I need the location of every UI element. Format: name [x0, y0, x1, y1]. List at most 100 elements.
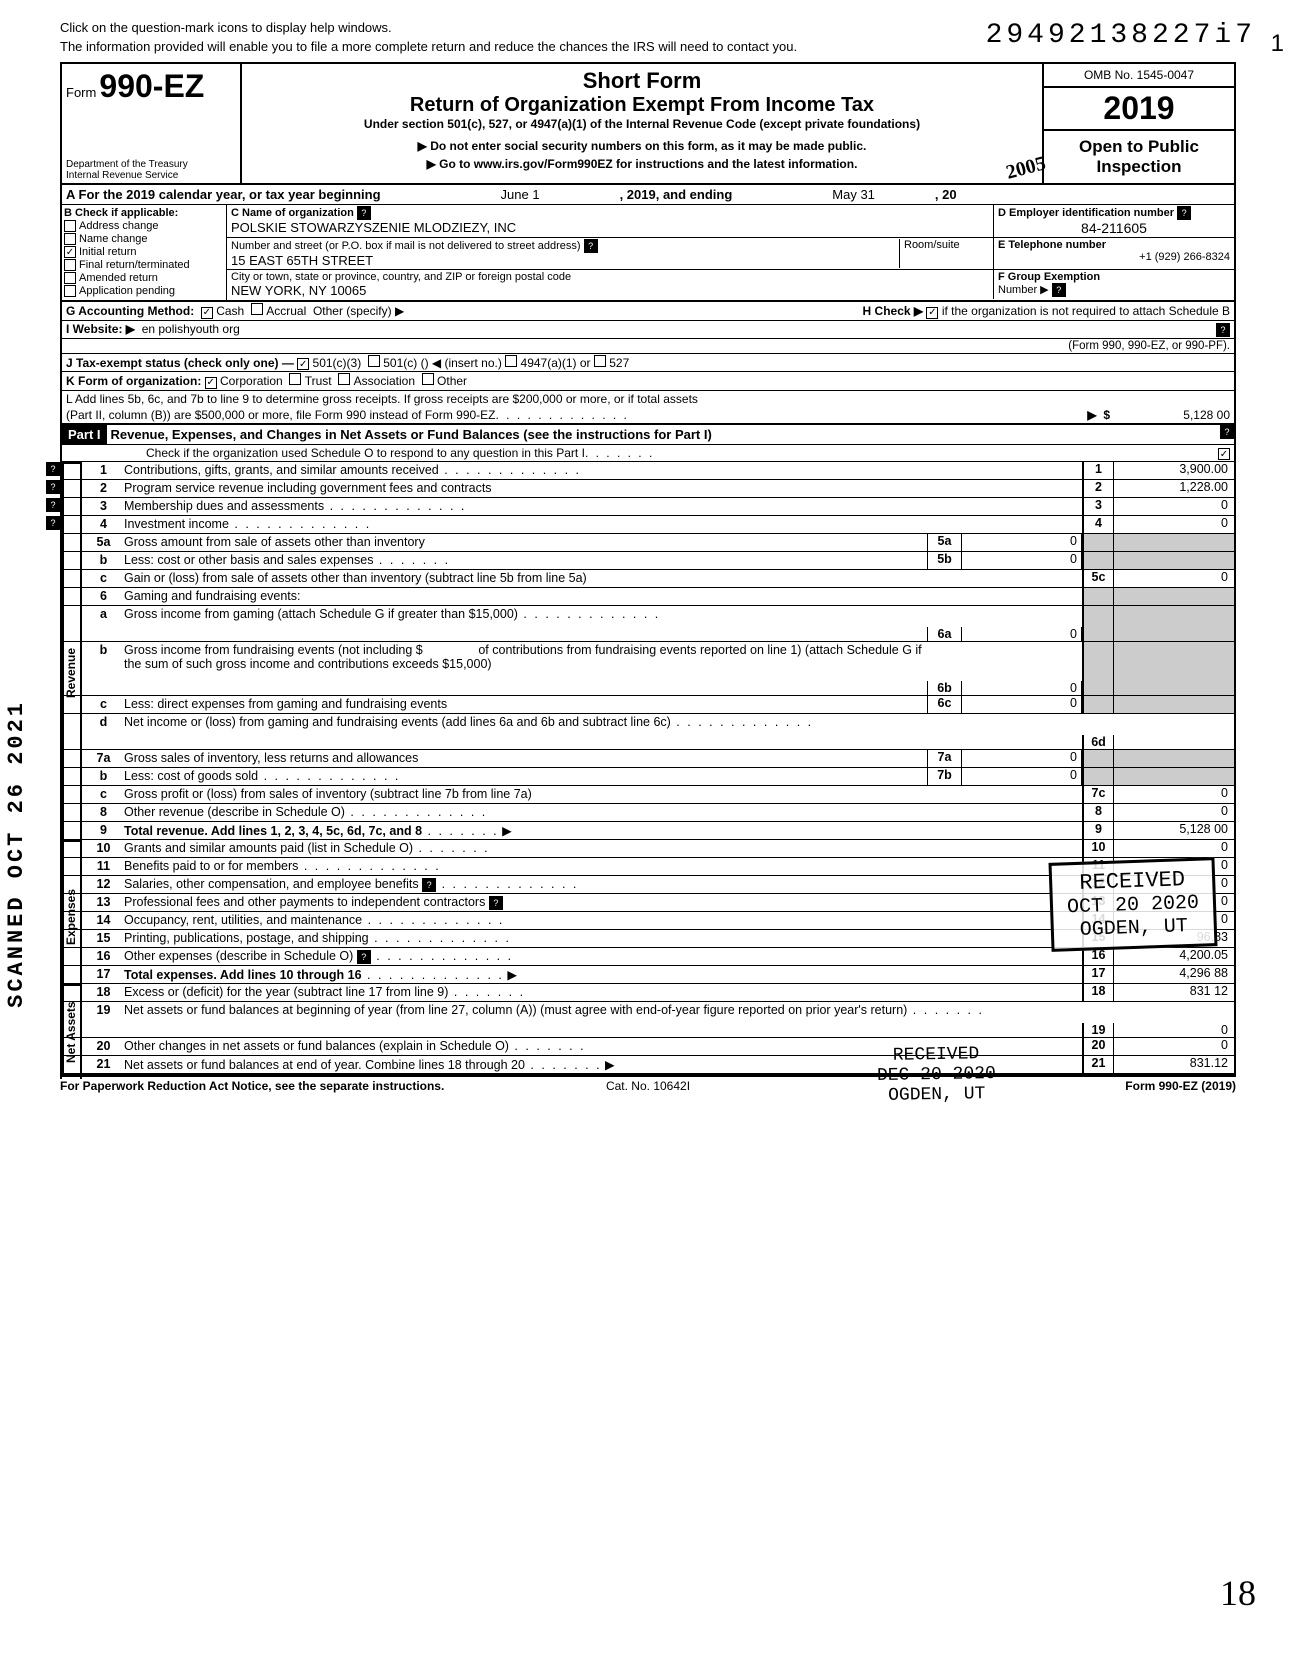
val7b: 0	[962, 768, 1082, 785]
h-text: if the organization is not required to a…	[942, 304, 1230, 318]
received-stamp-2: RECEIVED DEC 20 2020 OGDEN, UT	[877, 1044, 997, 1106]
opt-initial: Initial return	[79, 246, 136, 258]
line-g: G Accounting Method: ✓ Cash Accrual Othe…	[60, 302, 1236, 321]
val19: 0	[1114, 1023, 1234, 1037]
page-number-top: 1	[1271, 30, 1284, 58]
line3: Membership dues and assessments	[124, 499, 324, 513]
other-label: Other (specify) ▶	[313, 304, 404, 318]
line-i: I Website: ▶ en polishyouth org H Check …	[60, 321, 1236, 339]
expenses-sidebar: Expenses	[60, 840, 82, 992]
line6a: Gross income from gaming (attach Schedul…	[124, 607, 518, 621]
line8: Other revenue (describe in Schedule O)	[124, 805, 345, 819]
line-i-sub: (Form 990, 990-EZ, or 990-PF).	[60, 339, 1236, 354]
inspection-label: Inspection	[1046, 157, 1232, 177]
line12: Salaries, other compensation, and employ…	[124, 877, 419, 891]
checkbox-pending[interactable]	[64, 285, 76, 297]
checkbox-527[interactable]	[594, 355, 606, 367]
checkbox-trust[interactable]	[289, 373, 301, 385]
val20: 0	[1114, 1038, 1234, 1055]
f-label: F Group Exemption	[998, 271, 1100, 283]
checkbox-initial-return[interactable]: ✓	[64, 246, 76, 258]
checkbox-schedule-o[interactable]: ✓	[1218, 448, 1230, 460]
ein-value: 84-211605	[1081, 220, 1147, 236]
k-other: Other	[437, 374, 467, 388]
help-icon[interactable]: ?	[1220, 425, 1234, 439]
line21: Net assets or fund balances at end of ye…	[124, 1058, 525, 1072]
dln-number: 29492138227i7	[986, 20, 1256, 51]
opt-pending: Application pending	[79, 285, 175, 297]
line17: Total expenses. Add lines 10 through 16	[124, 968, 362, 982]
help-icon[interactable]: ?	[584, 239, 598, 253]
k-trust: Trust	[305, 374, 332, 388]
line5c: Gain or (loss) from sale of assets other…	[124, 571, 587, 585]
val2: 1,228.00	[1114, 480, 1234, 497]
h-sub: (Form 990, 990-EZ, or 990-PF).	[1068, 340, 1230, 352]
help-icon[interactable]: ?	[1177, 206, 1191, 220]
k-corp: Corporation	[220, 374, 283, 388]
info-grid: B Check if applicable: Address change Na…	[60, 205, 1236, 302]
help-icon[interactable]: ?	[357, 206, 371, 220]
title-return: Return of Organization Exempt From Incom…	[248, 94, 1036, 117]
checkbox-accrual[interactable]	[251, 303, 263, 315]
line7a: Gross sales of inventory, less returns a…	[124, 751, 418, 765]
tax-year: 2019	[1044, 88, 1234, 131]
checkbox-name-change[interactable]	[64, 233, 76, 245]
goto-text: ▶ Go to www.irs.gov/Form990EZ for instru…	[427, 157, 858, 171]
website-value: en polishyouth org	[142, 322, 240, 336]
checkbox-final-return[interactable]	[64, 259, 76, 271]
help-icon[interactable]: ?	[46, 498, 60, 512]
checkbox-4947[interactable]	[505, 355, 517, 367]
checkbox-h[interactable]: ✓	[926, 307, 938, 319]
val7a: 0	[962, 750, 1082, 767]
help-icon[interactable]: ?	[489, 896, 503, 910]
j-label: J Tax-exempt status (check only one) —	[66, 356, 294, 370]
city-label: City or town, state or province, country…	[231, 271, 571, 283]
line6: Gaming and fundraising events:	[124, 589, 301, 603]
checkbox-501c[interactable]	[368, 355, 380, 367]
j-4947: 4947(a)(1) or	[521, 356, 591, 370]
val6a: 0	[962, 627, 1082, 641]
val10: 0	[1114, 840, 1234, 857]
help-icon[interactable]: ?	[1216, 323, 1230, 337]
line11: Benefits paid to or for members	[124, 859, 298, 873]
line20: Other changes in net assets or fund bala…	[124, 1039, 509, 1053]
help-icon[interactable]: ?	[1052, 283, 1066, 297]
help-icon[interactable]: ?	[46, 462, 60, 476]
checkbox-amended[interactable]	[64, 272, 76, 284]
cash-label: Cash	[216, 304, 244, 318]
opt-address: Address change	[79, 220, 159, 232]
open-label: Open to Public	[1046, 137, 1232, 157]
val16: 4,200.05	[1114, 948, 1234, 965]
checkbox-cash[interactable]: ✓	[201, 307, 213, 319]
line6d: Net income or (loss) from gaming and fun…	[124, 715, 671, 729]
open-public: Open to Public Inspection	[1044, 131, 1234, 183]
warning-ssn: ▶ Do not enter social security numbers o…	[248, 139, 1036, 153]
l-text2: (Part II, column (B)) are $500,000 or mo…	[66, 408, 496, 422]
checkbox-address-change[interactable]	[64, 220, 76, 232]
line-l1: L Add lines 5b, 6c, and 7b to line 9 to …	[60, 391, 1236, 407]
opt-final: Final return/terminated	[79, 259, 190, 271]
help-icon[interactable]: ?	[46, 480, 60, 494]
line18: Excess or (deficit) for the year (subtra…	[124, 985, 448, 999]
k-assoc: Association	[354, 374, 415, 388]
j-501c: 501(c) (	[383, 356, 424, 370]
i-label: I Website: ▶	[66, 322, 135, 336]
handwritten-2005: 2005	[1004, 152, 1049, 185]
line14: Occupancy, rent, utilities, and maintena…	[124, 913, 362, 927]
netassets-sidebar: Net Assets	[60, 984, 82, 1079]
stamp2-date: DEC 20 2020	[877, 1064, 996, 1086]
checkbox-corp[interactable]: ✓	[205, 377, 217, 389]
val5b: 0	[962, 552, 1082, 569]
help-icon[interactable]: ?	[422, 878, 436, 892]
stamp1-loc: OGDEN, UT	[1067, 915, 1200, 943]
form-header: Form 990-EZ Department of the Treasury I…	[60, 62, 1236, 185]
checkbox-assoc[interactable]	[338, 373, 350, 385]
help-icon[interactable]: ?	[357, 950, 371, 964]
checkbox-other-org[interactable]	[422, 373, 434, 385]
val5c: 0	[1114, 570, 1234, 587]
val4: 0	[1114, 516, 1234, 533]
val8: 0	[1114, 804, 1234, 821]
g-label: G Accounting Method:	[66, 304, 194, 318]
checkbox-501c3[interactable]: ✓	[297, 358, 309, 370]
help-icon[interactable]: ?	[46, 516, 60, 530]
